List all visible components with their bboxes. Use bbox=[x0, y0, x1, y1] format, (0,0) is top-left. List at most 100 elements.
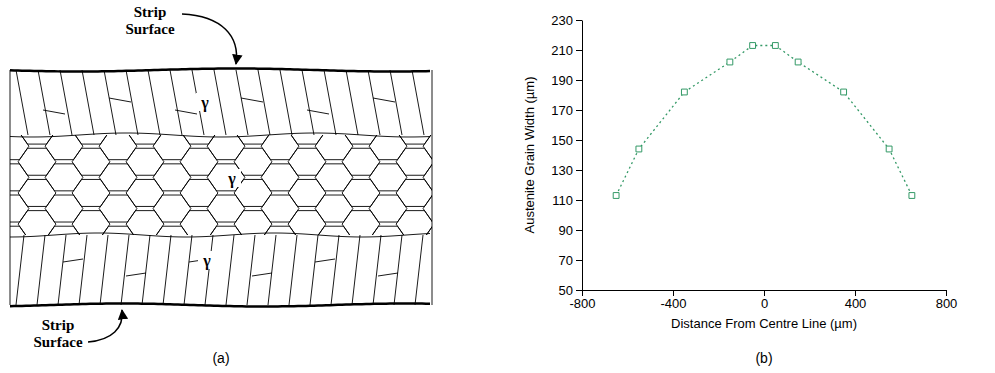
equiaxed-grain bbox=[153, 226, 191, 235]
equiaxed-grain bbox=[342, 148, 380, 175]
tick-mark bbox=[576, 50, 582, 51]
surface-label: StripSurface bbox=[125, 4, 174, 37]
equiaxed-grain bbox=[153, 195, 191, 222]
columnar-boundary bbox=[390, 70, 402, 135]
equiaxed-grain bbox=[126, 148, 164, 175]
columnar-boundary bbox=[352, 235, 360, 305]
grain-boundary bbox=[252, 273, 272, 276]
panel-caption: (a) bbox=[212, 350, 229, 366]
equiaxed-grain bbox=[72, 148, 110, 175]
surface-label-line: Surface bbox=[125, 21, 174, 37]
columnar-boundary bbox=[226, 235, 234, 305]
tick-mark bbox=[576, 140, 582, 141]
data-point bbox=[636, 146, 642, 152]
equiaxed-grain bbox=[207, 195, 245, 222]
columnar-boundary bbox=[289, 235, 297, 305]
plot-area bbox=[613, 43, 915, 199]
columnar-boundary bbox=[247, 235, 255, 305]
grain-boundary bbox=[63, 259, 83, 262]
equiaxed-grain bbox=[315, 164, 353, 191]
tick: 230 bbox=[551, 13, 582, 28]
figure: γ γ γ StripSurface StripSurface (a) -800 -400 0 4… bbox=[0, 0, 995, 373]
columnar-boundary bbox=[100, 235, 108, 305]
columnar-boundary bbox=[310, 235, 318, 305]
equiaxed-grain bbox=[423, 135, 432, 160]
tick-mark bbox=[576, 230, 582, 231]
data-point bbox=[909, 193, 915, 199]
equiaxed-grain bbox=[396, 148, 432, 175]
tick-label: 130 bbox=[551, 163, 573, 178]
grain-boundary bbox=[126, 273, 146, 276]
equiaxed-grain bbox=[10, 226, 29, 235]
columnar-boundary bbox=[214, 70, 226, 135]
equiaxed-grain bbox=[207, 164, 245, 191]
tick-label: 70 bbox=[559, 253, 573, 268]
columnar-boundary bbox=[184, 235, 192, 305]
columnar-boundary bbox=[58, 235, 66, 305]
equiaxed-grain bbox=[10, 164, 29, 191]
equiaxed-grain bbox=[72, 179, 110, 206]
equiaxed-grain bbox=[288, 148, 326, 175]
equiaxed-grain bbox=[288, 211, 326, 235]
equiaxed-grain bbox=[153, 164, 191, 191]
columnar-boundary bbox=[373, 235, 381, 305]
y-axis-title: Austenite Grain Width (µm) bbox=[522, 76, 537, 233]
equiaxed-grain bbox=[369, 195, 407, 222]
columnar-boundary bbox=[163, 235, 171, 305]
grain-boundaries bbox=[10, 70, 432, 305]
arrow bbox=[88, 310, 122, 342]
tick-label: -800 bbox=[569, 296, 595, 311]
equiaxed-grain bbox=[369, 164, 407, 191]
equiaxed-grain bbox=[18, 179, 56, 206]
columnar-boundary bbox=[236, 70, 248, 135]
data-point bbox=[841, 89, 847, 95]
strip-surface bbox=[10, 304, 430, 307]
y-axis: 507090110130150170190210230 bbox=[551, 13, 582, 298]
columnar-boundary bbox=[170, 70, 182, 135]
surface-label: StripSurface bbox=[33, 317, 82, 350]
arrow bbox=[182, 14, 237, 64]
label-patch bbox=[196, 93, 214, 111]
equiaxed-grain bbox=[10, 135, 29, 160]
equiaxed-grain bbox=[180, 179, 218, 206]
tick: 130 bbox=[551, 163, 582, 178]
tick: 50 bbox=[559, 283, 582, 298]
tick-mark bbox=[576, 170, 582, 171]
strip-edge bbox=[10, 70, 11, 305]
data-point bbox=[886, 146, 892, 152]
equiaxed-grain bbox=[261, 164, 299, 191]
equiaxed-grain bbox=[180, 211, 218, 235]
equiaxed-grain bbox=[423, 195, 432, 222]
strip-edge bbox=[432, 70, 433, 305]
series-line bbox=[616, 46, 912, 196]
tick-mark bbox=[576, 290, 582, 291]
tick-label: 0 bbox=[761, 296, 768, 311]
data-point bbox=[795, 59, 801, 65]
columnar-boundary bbox=[82, 70, 94, 135]
equiaxed-grain bbox=[126, 211, 164, 235]
columnar-boundary bbox=[258, 70, 270, 135]
phase-label: γ bbox=[202, 252, 211, 270]
phase-label: γ bbox=[200, 94, 209, 112]
grain-boundary bbox=[109, 98, 131, 102]
columnar-boundary bbox=[331, 235, 339, 305]
columnar-boundary bbox=[79, 235, 87, 305]
tick-mark bbox=[764, 290, 765, 296]
grain-boundary bbox=[43, 110, 65, 114]
phase-label: γ bbox=[227, 170, 236, 188]
axis-line bbox=[582, 21, 583, 291]
tick: 90 bbox=[559, 223, 582, 238]
data-point bbox=[681, 89, 687, 95]
equiaxed-grain bbox=[423, 164, 432, 191]
tick-label: 90 bbox=[559, 223, 573, 238]
columnar-boundary bbox=[38, 70, 50, 135]
tick-label: -400 bbox=[660, 296, 686, 311]
grain-boundary bbox=[378, 273, 398, 276]
equiaxed-grain bbox=[126, 179, 164, 206]
equiaxed-grain bbox=[45, 195, 83, 222]
tick: 400 bbox=[845, 290, 867, 311]
tick-mark bbox=[576, 20, 582, 21]
columnar-boundary bbox=[302, 70, 314, 135]
x-axis-title: Distance From Centre Line (µm) bbox=[671, 316, 857, 331]
tick-label: 170 bbox=[551, 103, 573, 118]
